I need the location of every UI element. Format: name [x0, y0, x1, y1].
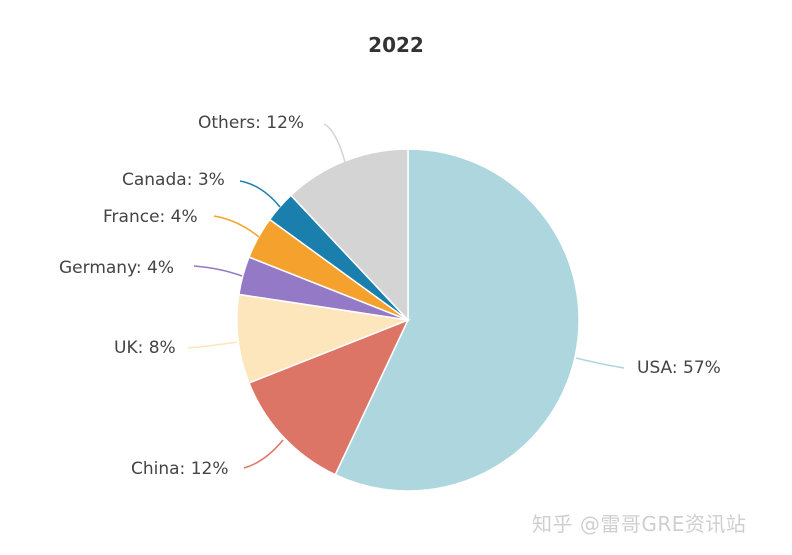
slice-uk[interactable]	[236, 293, 411, 384]
leader-uk	[187, 341, 238, 349]
slice-usa[interactable]	[334, 148, 580, 492]
leader-others	[323, 123, 346, 163]
label-germany: Germany: 4%	[59, 258, 174, 278]
label-france: France: 4%	[103, 207, 198, 227]
label-china: China: 12%	[131, 459, 229, 479]
label-others: Others: 12%	[198, 113, 305, 133]
chart-title: 2022	[368, 33, 424, 57]
label-uk: UK: 8%	[114, 338, 176, 358]
leader-usa	[575, 357, 625, 369]
leader-china	[243, 439, 284, 469]
watermark: 知乎 @雷哥GRE资讯站	[532, 512, 747, 536]
leader-germany	[193, 265, 243, 277]
leader-france	[213, 215, 260, 238]
slice-china[interactable]	[248, 318, 410, 476]
label-usa: USA: 57%	[637, 358, 721, 378]
leader-canada	[239, 180, 281, 208]
label-canada: Canada: 3%	[122, 170, 225, 190]
